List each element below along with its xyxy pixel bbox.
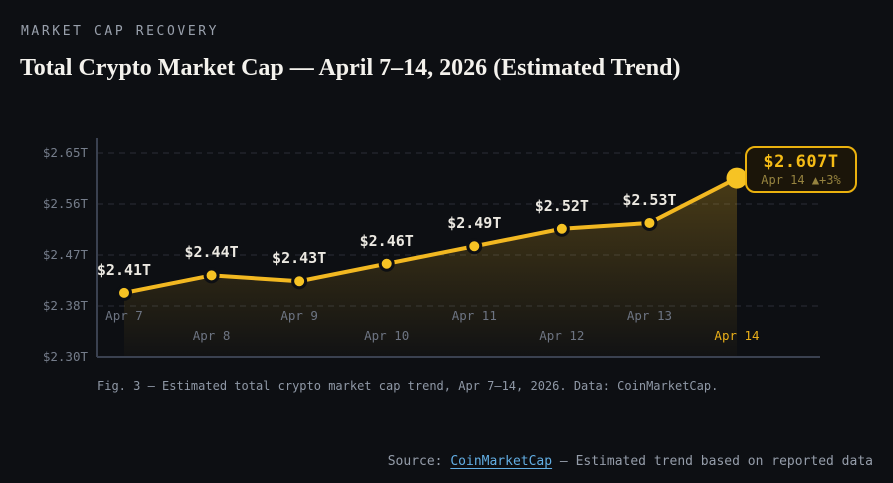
- data-point: [116, 284, 132, 301]
- figure-caption: Fig. 3 — Estimated total crypto market c…: [97, 379, 719, 393]
- data-point: [641, 214, 658, 231]
- callout-value: $2.607T: [763, 152, 839, 172]
- axes: [96, 138, 820, 358]
- trend-line: [122, 176, 739, 295]
- source-footer: Source: CoinMarketCap — Estimated trend …: [388, 454, 873, 469]
- data-point: [291, 273, 308, 290]
- source-suffix: — Estimated trend based on reported data: [552, 454, 873, 469]
- data-point-highlight: [726, 167, 748, 189]
- page-title: Total Crypto Market Cap — April 7–14, 20…: [20, 55, 681, 81]
- data-point: [378, 255, 395, 272]
- callout-date-change: Apr 14 ▲+3%: [761, 173, 841, 187]
- data-point: [466, 238, 483, 255]
- data-point: [553, 220, 570, 237]
- source-prefix: Source:: [387, 454, 451, 469]
- data-points: [116, 167, 748, 301]
- source-link[interactable]: CoinMarketCap: [450, 454, 553, 469]
- data-point: [203, 267, 220, 284]
- eyebrow-label: MARKET CAP RECOVERY: [21, 24, 220, 39]
- latest-value-callout: $2.607T Apr 14 ▲+3%: [745, 146, 857, 193]
- area-fill: [124, 178, 737, 356]
